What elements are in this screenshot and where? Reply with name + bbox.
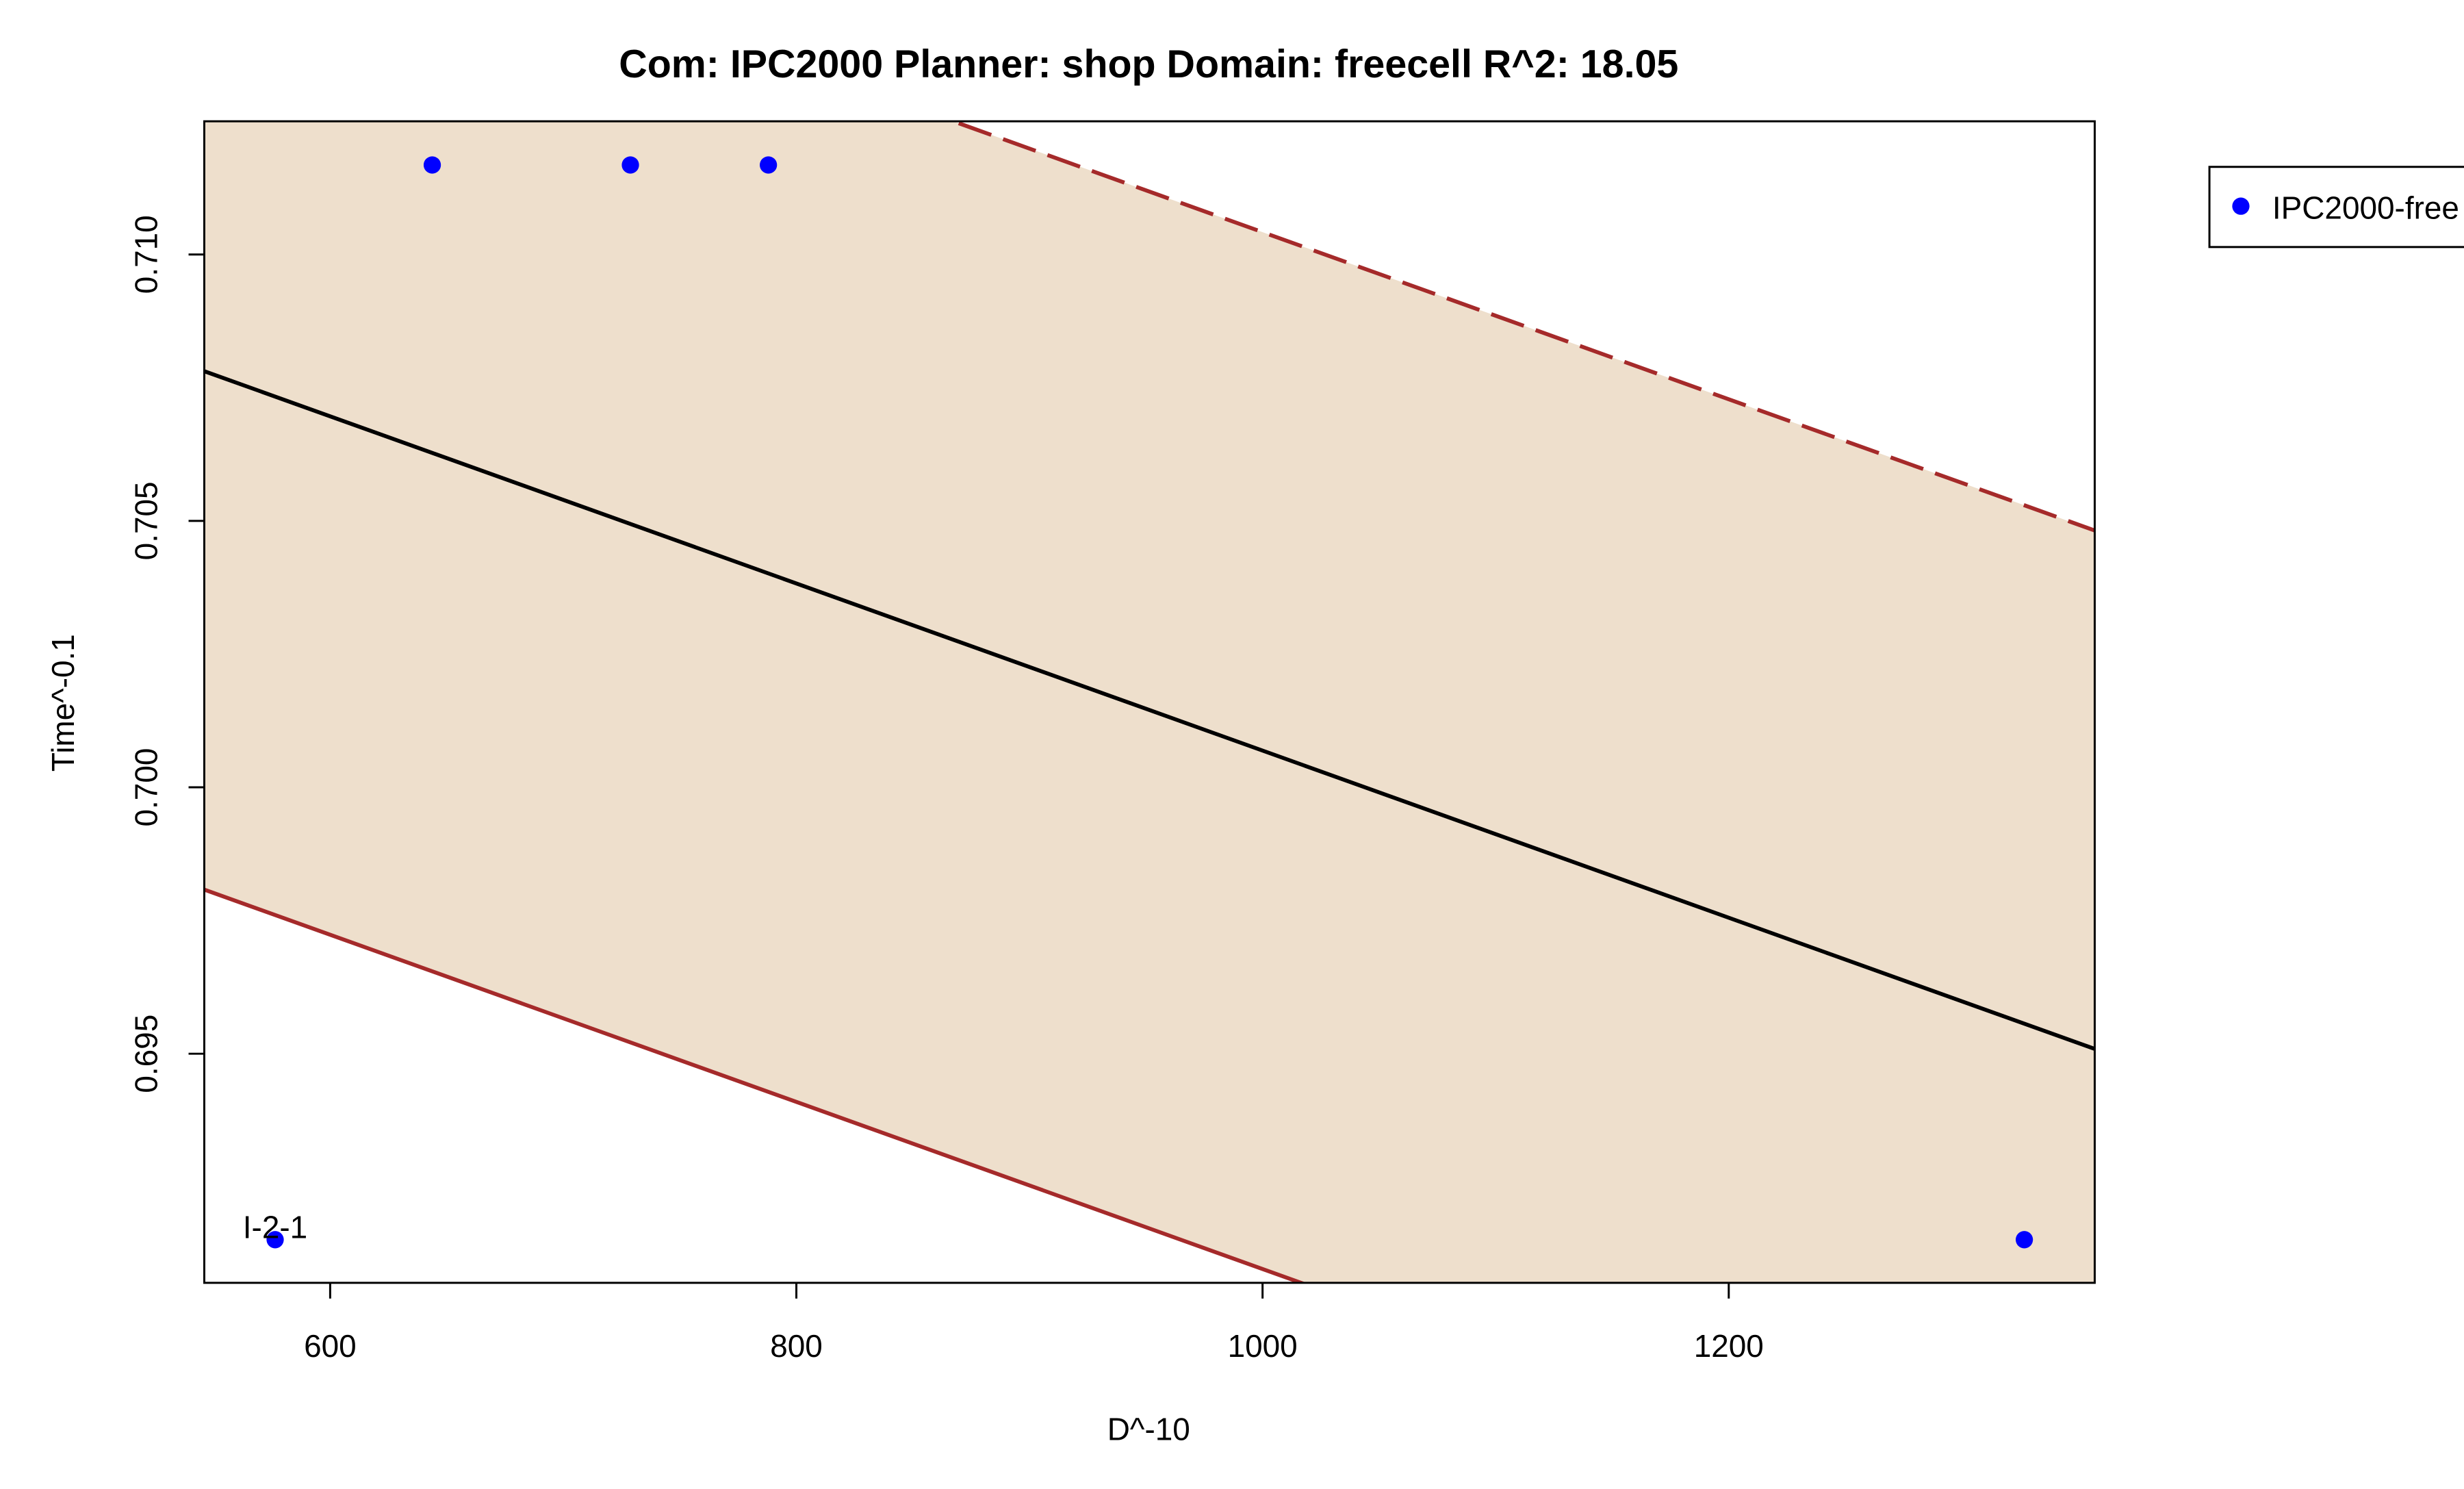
y-tick-label: 0.700 [129,748,164,827]
point [2015,1231,2033,1249]
fit-line [204,369,2095,1051]
x-tick-label: 1200 [1694,1328,1764,1364]
legend-marker [2232,197,2250,215]
legend-box [2208,166,2464,249]
plot-area [204,121,2095,1283]
x-axis-label: D^-10 [1107,1411,1190,1447]
y-axis-label: Time^-0.1 [45,634,81,772]
point [621,156,639,174]
confidence-band [204,121,2095,1283]
annotation: I-2-1 [243,1210,307,1245]
plot-frame [203,120,2096,1284]
legend-label: IPC2000-free [2272,190,2459,226]
x-tick-label: 600 [304,1328,357,1364]
y-tick-label: 0.710 [129,215,164,294]
point [760,156,778,174]
y-tick-label: 0.705 [129,481,164,560]
upper-bound-line [947,121,2095,533]
y-tick-label: 0.695 [129,1015,164,1093]
point [266,1231,284,1249]
lower-bound-line [204,887,1307,1283]
chart-title: Com: IPC2000 Planner: shop Domain: freec… [619,42,1678,86]
x-tick-label: 800 [770,1328,823,1364]
x-tick-label: 1000 [1228,1328,1298,1364]
point [423,156,441,174]
